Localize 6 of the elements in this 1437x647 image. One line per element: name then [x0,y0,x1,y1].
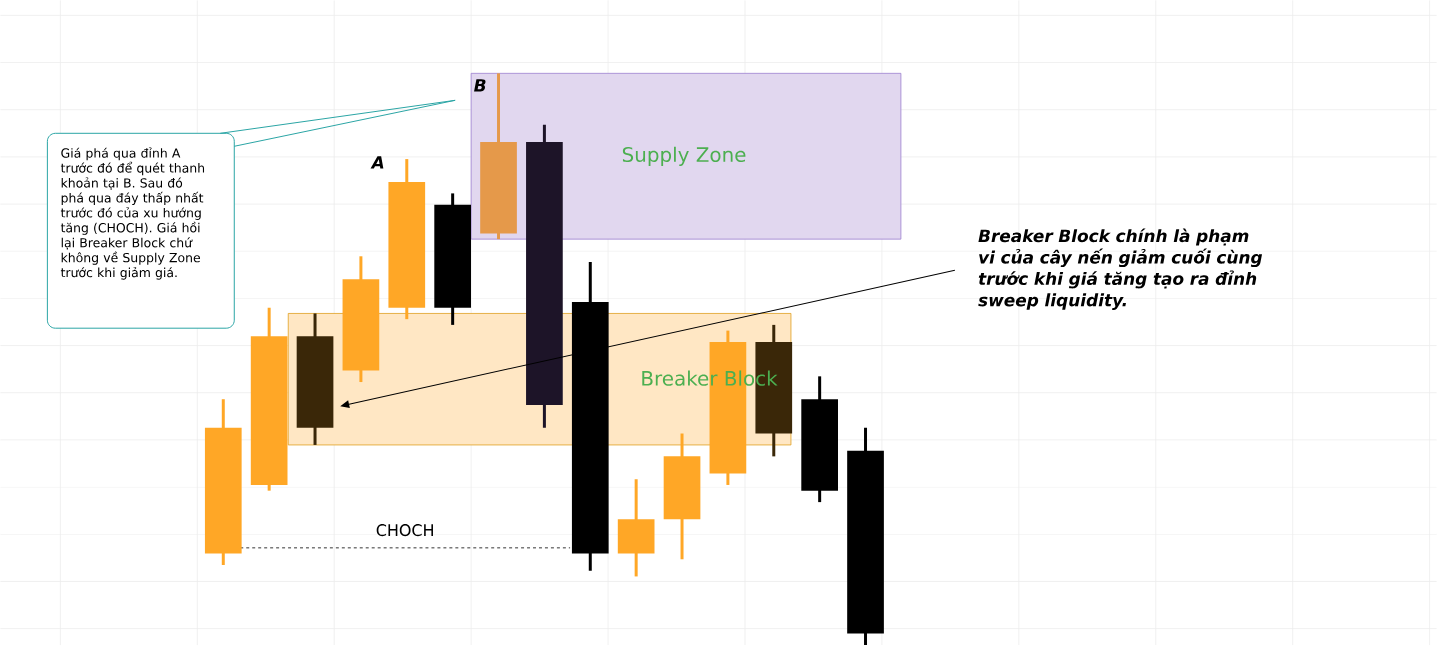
ref-line-label: CHOCH [376,524,433,537]
text: Breaker Block chính là phạm vi của cây nến giảm cuối cùng trước khi giá tăng tạo ra đỉnh sweep liquidity. [978,228,1263,311]
annotation: B [474,79,486,92]
text: Giá phá qua đỉnh A trước đó để quét thanh khoản tại B. Sau đó phá qua đáy thấp nhất trước đó của xu hướng tăng (CHOCH). Giá hồi lại Breaker Block chứ không về Supply Zone trước khi giảm giá. [60,147,205,280]
annotation: A [370,156,384,169]
band-label: Supply Zone [622,146,746,167]
